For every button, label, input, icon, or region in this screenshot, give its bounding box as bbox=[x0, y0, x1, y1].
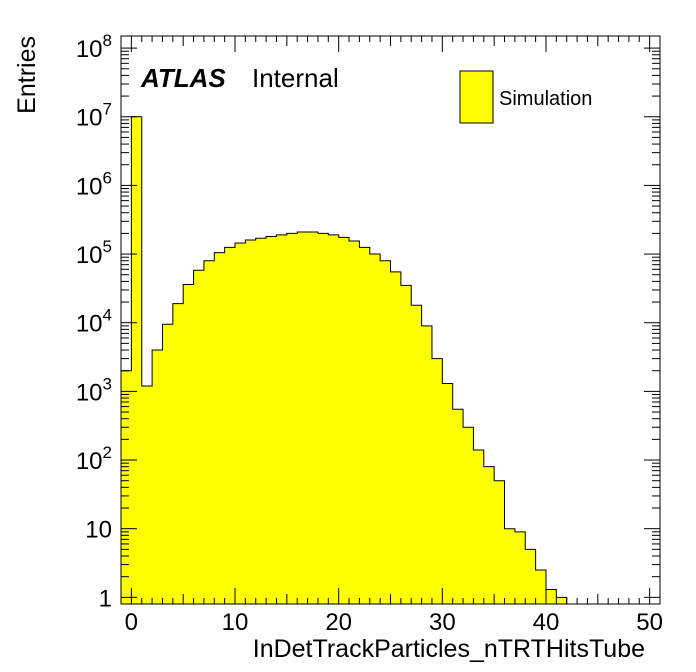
histogram-bar bbox=[307, 231, 319, 604]
histogram-bar bbox=[203, 260, 215, 604]
histogram-bar bbox=[183, 284, 195, 604]
histogram-bar bbox=[349, 240, 360, 604]
histogram-bar bbox=[235, 242, 246, 604]
x-tick-label: 40 bbox=[533, 609, 560, 636]
histogram-bar bbox=[411, 305, 423, 604]
histogram-bar bbox=[556, 597, 568, 604]
histogram-bar bbox=[266, 236, 277, 604]
x-tick-label: 50 bbox=[636, 609, 663, 636]
histogram-bar bbox=[400, 285, 412, 604]
histogram-bar bbox=[525, 549, 537, 604]
histogram-bar bbox=[473, 449, 485, 604]
histogram-bar bbox=[224, 247, 236, 605]
histogram-bar bbox=[390, 271, 402, 604]
histogram-bar bbox=[131, 116, 143, 604]
y-tick-label: 1 bbox=[99, 585, 112, 612]
histogram-bar bbox=[214, 252, 226, 604]
x-tick-label: 0 bbox=[125, 609, 138, 636]
y-tick-label: 10 bbox=[85, 517, 112, 544]
histogram-bar bbox=[421, 325, 433, 604]
histogram-bar bbox=[245, 240, 257, 605]
histogram-bar bbox=[193, 270, 205, 604]
histogram-bar bbox=[328, 234, 340, 604]
histogram-bar bbox=[338, 237, 350, 605]
histogram-bar bbox=[141, 385, 153, 604]
histogram-bar bbox=[514, 531, 526, 604]
atlas-label: ATLAS bbox=[140, 63, 226, 93]
axis-ticks bbox=[121, 36, 660, 604]
histogram-bar bbox=[494, 480, 506, 604]
histogram-bar bbox=[297, 231, 309, 604]
y-tick-labels: 1 10 102 103 104 105 106 107 108 bbox=[76, 31, 112, 612]
histogram-bar bbox=[172, 303, 184, 604]
y-tick-label: 105 bbox=[76, 237, 112, 269]
histogram-bar bbox=[162, 324, 174, 604]
internal-label: Internal bbox=[252, 63, 339, 93]
legend-swatch bbox=[459, 70, 494, 124]
x-tick-label: 30 bbox=[429, 609, 456, 636]
y-tick-label: 108 bbox=[76, 31, 112, 63]
histogram-bar bbox=[276, 234, 288, 604]
histogram-bar bbox=[286, 233, 298, 604]
y-tick-label: 106 bbox=[76, 168, 112, 200]
histogram-bar bbox=[452, 409, 464, 604]
y-tick-label: 107 bbox=[76, 100, 112, 132]
histogram-bar bbox=[463, 427, 474, 604]
histogram-bar bbox=[535, 570, 547, 604]
histogram-bar bbox=[380, 260, 391, 604]
histogram-bar bbox=[442, 383, 454, 604]
histogram-bar bbox=[483, 466, 495, 604]
histogram-outline bbox=[120, 116, 568, 604]
histogram-bar bbox=[369, 254, 381, 605]
x-axis-title: InDetTrackParticles_nTRTHitsTube bbox=[253, 635, 645, 663]
y-tick-label: 103 bbox=[76, 374, 112, 406]
histogram-bar bbox=[317, 233, 329, 604]
x-tick-label: 10 bbox=[222, 609, 249, 636]
x-tick-labels: 0 10 20 30 40 50 bbox=[125, 609, 663, 636]
y-tick-label: 104 bbox=[76, 306, 112, 338]
legend-label: Simulation bbox=[499, 88, 592, 110]
histogram-bar bbox=[545, 589, 557, 604]
histogram-bar bbox=[431, 358, 443, 604]
histogram-bar bbox=[504, 528, 516, 604]
y-tick-label: 102 bbox=[76, 443, 112, 475]
histogram-bar bbox=[152, 350, 163, 604]
y-axis-title: Entries bbox=[13, 36, 41, 114]
histogram-bar bbox=[359, 247, 371, 605]
histogram-bar bbox=[255, 238, 267, 604]
x-tick-label: 20 bbox=[325, 609, 352, 636]
histogram-bars bbox=[120, 116, 568, 605]
